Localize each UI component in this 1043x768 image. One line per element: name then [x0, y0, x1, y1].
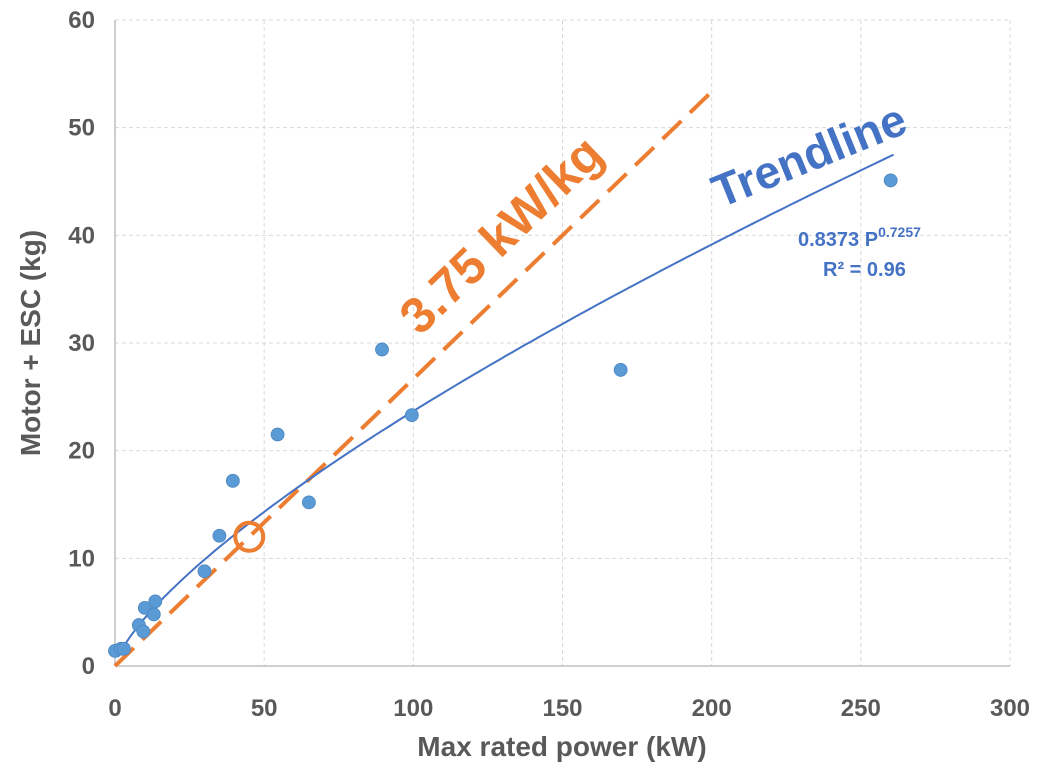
specific-power-annotation: 3.75 kW/kg: [389, 125, 614, 345]
y-axis-ticks: 0 10 20 30 40 50 60: [68, 7, 95, 680]
equation-exponent: 0.7257: [878, 224, 921, 240]
highlight-marker: [233, 520, 266, 553]
grid-lines: [115, 19, 1011, 666]
x-axis-title: Max rated power (kW): [417, 731, 706, 762]
data-point: [146, 607, 161, 622]
data-point: [883, 173, 898, 188]
x-axis-ticks: 0 50 100 150 200 250 300: [108, 695, 1030, 722]
data-point: [136, 624, 151, 639]
axes: [114, 20, 1010, 667]
x-tick-label: 0: [108, 695, 121, 722]
data-point: [613, 363, 628, 377]
data-point: [197, 564, 212, 579]
x-tick-label: 200: [692, 695, 732, 722]
data-point: [302, 495, 316, 510]
specific-power-dashed-line: [113, 90, 714, 668]
data-point: [404, 408, 419, 423]
specific-power-line: [113, 90, 714, 668]
x-tick-label: 150: [542, 695, 582, 722]
data-point: [148, 594, 163, 609]
equation-base: 0.8373 P: [798, 229, 878, 251]
data-point: [212, 528, 227, 543]
trendline-annotation: Trendline: [704, 93, 913, 218]
y-tick-label: 20: [68, 438, 95, 465]
data-point: [375, 342, 389, 357]
y-axis-title: Motor + ESC (kg): [15, 230, 46, 456]
data-point: [117, 641, 131, 656]
x-tick-label: 300: [990, 695, 1030, 722]
trendline-equation: 0.8373 P0.7257: [798, 224, 921, 251]
y-tick-label: 50: [68, 115, 95, 142]
y-tick-label: 30: [68, 330, 95, 357]
y-tick-label: 0: [82, 653, 95, 680]
y-tick-label: 40: [68, 222, 95, 249]
highlight-ring: [233, 520, 266, 553]
y-tick-label: 10: [68, 545, 95, 572]
data-points: [108, 173, 898, 658]
data-point: [225, 473, 240, 488]
x-tick-label: 100: [393, 695, 433, 722]
data-point: [270, 427, 285, 442]
y-tick-label: 60: [68, 7, 95, 34]
x-tick-label: 50: [251, 695, 278, 722]
r-squared-label: R² = 0.96: [823, 259, 906, 281]
x-tick-label: 250: [841, 695, 881, 722]
